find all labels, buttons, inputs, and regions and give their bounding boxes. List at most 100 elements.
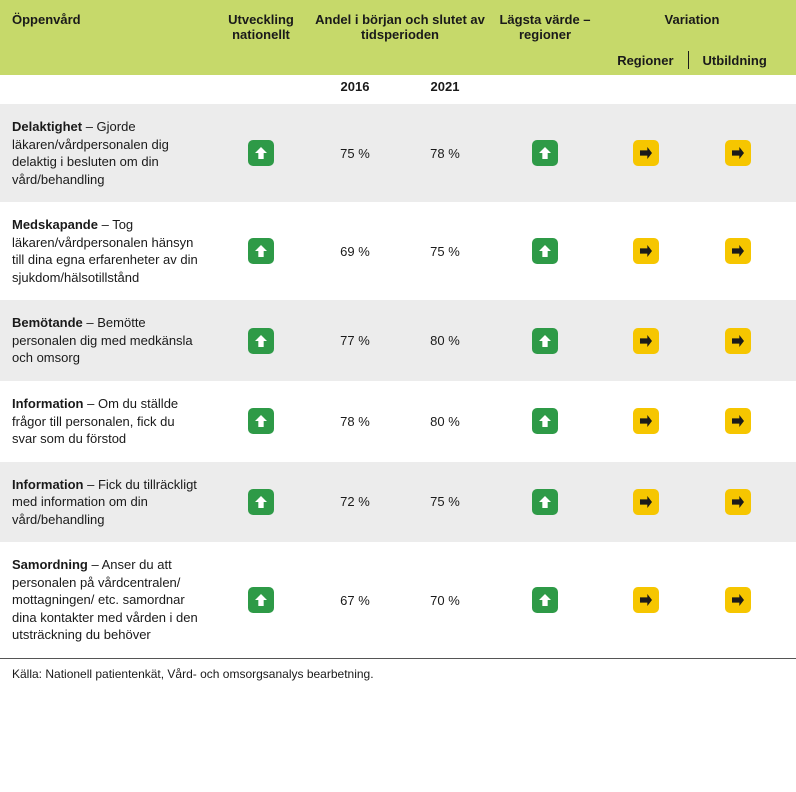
subheader-regioner: Regioner <box>603 53 687 68</box>
cell-year2: 70 % <box>400 593 490 608</box>
arrow-right-icon <box>725 328 751 354</box>
table-row: Bemötande – Bemötte personalen dig med m… <box>0 300 796 381</box>
table-row: Medskapande – Tog läkaren/vårdpersonalen… <box>0 202 796 300</box>
source-footnote: Källa: Nationell patientenkät, Vård- och… <box>0 658 796 689</box>
cell-utveckling <box>212 489 310 515</box>
cell-year2: 75 % <box>400 494 490 509</box>
header-variation: Variation Regioner Utbildning <box>600 12 784 69</box>
arrow-up-icon <box>248 328 274 354</box>
cell-var-utbildning <box>692 489 784 515</box>
row-description: Medskapande – Tog läkaren/vårdpersonalen… <box>12 216 212 286</box>
cell-variation <box>600 489 784 515</box>
table-body: Delaktighet – Gjorde läkaren/vårdpersona… <box>0 104 796 658</box>
arrow-up-icon <box>248 238 274 264</box>
arrow-up-icon <box>248 587 274 613</box>
arrow-right-icon <box>725 587 751 613</box>
cell-year1: 75 % <box>310 146 400 161</box>
row-description: Information – Fick du tillräckligt med i… <box>12 476 212 529</box>
cell-year1: 67 % <box>310 593 400 608</box>
cell-year2: 75 % <box>400 244 490 259</box>
cell-year1: 78 % <box>310 414 400 429</box>
arrow-up-icon <box>532 140 558 166</box>
row-title: Medskapande <box>12 217 98 232</box>
arrow-right-icon <box>633 238 659 264</box>
subheader-year1: 2016 <box>310 79 400 94</box>
arrow-right-icon <box>633 587 659 613</box>
cell-utveckling <box>212 587 310 613</box>
cell-variation <box>600 587 784 613</box>
header-openvard: Öppenvård <box>12 12 212 27</box>
cell-var-regioner <box>600 489 692 515</box>
table-row: Information – Om du ställde frågor till … <box>0 381 796 462</box>
header-andel: Andel i början och slutet av tidsperiode… <box>310 12 490 42</box>
header-utveckling: Utveckling nationellt <box>212 12 310 42</box>
row-description: Delaktighet – Gjorde läkaren/vårdpersona… <box>12 118 212 188</box>
cell-lagsta <box>490 587 600 613</box>
arrow-right-icon <box>633 408 659 434</box>
arrow-right-icon <box>633 328 659 354</box>
cell-utveckling <box>212 238 310 264</box>
cell-year1: 72 % <box>310 494 400 509</box>
cell-var-utbildning <box>692 328 784 354</box>
arrow-up-icon <box>532 408 558 434</box>
row-description: Samordning – Anser du att personalen på … <box>12 556 212 644</box>
table-subheader: 2016 2021 <box>0 75 796 104</box>
header-lagsta: Lägsta värde – regioner <box>490 12 600 42</box>
arrow-right-icon <box>725 238 751 264</box>
arrow-up-icon <box>248 140 274 166</box>
subheader-year2: 2021 <box>400 79 490 94</box>
arrow-up-icon <box>532 587 558 613</box>
cell-var-utbildning <box>692 238 784 264</box>
cell-var-regioner <box>600 140 692 166</box>
arrow-up-icon <box>532 238 558 264</box>
arrow-right-icon <box>725 140 751 166</box>
row-title: Information <box>12 477 84 492</box>
cell-var-utbildning <box>692 587 784 613</box>
row-title: Information <box>12 396 84 411</box>
cell-lagsta <box>490 408 600 434</box>
subheader-utbildning: Utbildning <box>689 53 781 68</box>
row-title: Bemötande <box>12 315 83 330</box>
table-row: Information – Fick du tillräckligt med i… <box>0 462 796 543</box>
arrow-right-icon <box>725 489 751 515</box>
cell-year2: 80 % <box>400 414 490 429</box>
cell-year2: 78 % <box>400 146 490 161</box>
cell-year1: 77 % <box>310 333 400 348</box>
row-title: Samordning <box>12 557 88 572</box>
cell-var-utbildning <box>692 408 784 434</box>
arrow-right-icon <box>633 489 659 515</box>
cell-variation <box>600 238 784 264</box>
cell-lagsta <box>490 140 600 166</box>
cell-lagsta <box>490 328 600 354</box>
cell-year2: 80 % <box>400 333 490 348</box>
cell-variation <box>600 140 784 166</box>
cell-utveckling <box>212 408 310 434</box>
cell-year1: 69 % <box>310 244 400 259</box>
cell-var-utbildning <box>692 140 784 166</box>
cell-variation <box>600 328 784 354</box>
cell-lagsta <box>490 238 600 264</box>
outcomes-table: Öppenvård Utveckling nationellt Andel i … <box>0 0 796 689</box>
arrow-up-icon <box>248 489 274 515</box>
row-description: Information – Om du ställde frågor till … <box>12 395 212 448</box>
table-row: Delaktighet – Gjorde läkaren/vårdpersona… <box>0 104 796 202</box>
table-row: Samordning – Anser du att personalen på … <box>0 542 796 658</box>
cell-var-regioner <box>600 587 692 613</box>
arrow-up-icon <box>532 328 558 354</box>
cell-variation <box>600 408 784 434</box>
cell-var-regioner <box>600 328 692 354</box>
cell-utveckling <box>212 140 310 166</box>
header-variation-sub: Regioner Utbildning <box>600 51 784 69</box>
cell-var-regioner <box>600 408 692 434</box>
cell-var-regioner <box>600 238 692 264</box>
table-header: Öppenvård Utveckling nationellt Andel i … <box>0 0 796 75</box>
row-title: Delaktighet <box>12 119 82 134</box>
cell-lagsta <box>490 489 600 515</box>
arrow-right-icon <box>725 408 751 434</box>
cell-utveckling <box>212 328 310 354</box>
arrow-right-icon <box>633 140 659 166</box>
arrow-up-icon <box>532 489 558 515</box>
row-description: Bemötande – Bemötte personalen dig med m… <box>12 314 212 367</box>
arrow-up-icon <box>248 408 274 434</box>
header-variation-label: Variation <box>600 12 784 27</box>
